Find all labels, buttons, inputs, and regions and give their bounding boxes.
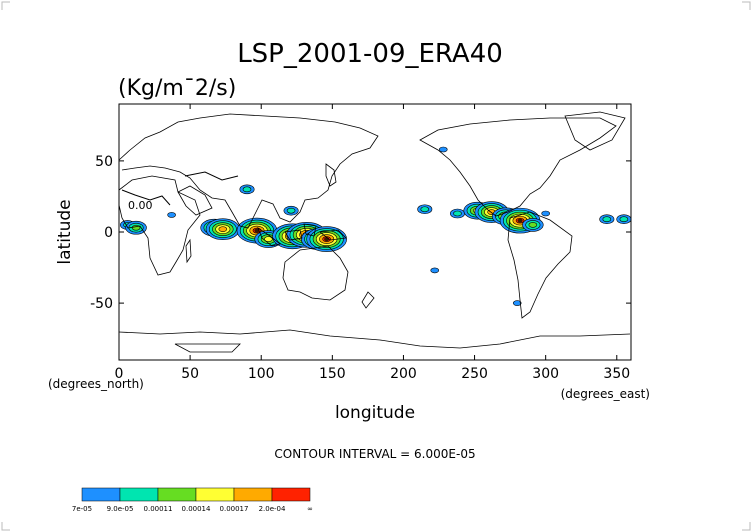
contour-line	[121, 189, 171, 206]
legend-swatch-1	[119, 487, 159, 502]
coastline-indonesia	[257, 223, 347, 247]
precip-region-20-level-2	[528, 222, 538, 228]
coastline-antarctica	[118, 329, 631, 349]
x-units-note: (degrees_east)	[561, 387, 650, 401]
plot-area: 0.00 0 50 100 150 200 250 300 350 -50 0 50	[90, 103, 632, 382]
x-tick-label-150: 150	[319, 366, 346, 382]
precip-region-8-level-1	[286, 207, 296, 214]
x-tick-label-350: 350	[603, 366, 630, 382]
coastline-eurasia	[118, 113, 379, 229]
x-axis: 0 50 100 150 200 250 300 350	[115, 104, 630, 382]
legend-swatch-3	[195, 487, 235, 502]
x-tick-label-300: 300	[532, 366, 559, 382]
x-tick-label-200: 200	[390, 366, 417, 382]
contour-lines	[121, 171, 239, 206]
plot-frame	[118, 103, 632, 361]
y-tick-label-0: 0	[104, 225, 113, 241]
inline-contour-label: 0.00	[128, 199, 153, 212]
x-axis-label: longitude	[335, 403, 415, 423]
precip-region-25-level-0	[438, 146, 448, 153]
precip-region-24-level-0	[512, 300, 522, 306]
coastline-japan	[325, 163, 337, 187]
precip-region-13-level-1	[420, 206, 430, 213]
y-tick-label-50: 50	[95, 154, 113, 170]
precip-region-23-level-1	[619, 216, 629, 222]
coastline-australia	[282, 245, 349, 301]
legend-label-2: 0.00011	[144, 505, 173, 513]
coastline-arabia	[177, 185, 213, 216]
y-axis-label: latitude	[55, 199, 75, 264]
legend-label-5: 2.0e-04	[259, 505, 286, 513]
precip-region-14-level-0	[430, 267, 440, 274]
legend-label-1: 9.0e-05	[107, 505, 134, 513]
coastlines	[118, 111, 631, 353]
legend-swatch-4	[233, 487, 273, 502]
legend-label-0: 7e-05	[72, 505, 92, 513]
coastline-south-america	[507, 211, 573, 319]
coastline-madagascar	[185, 238, 192, 264]
precip-region-15-level-1	[453, 210, 462, 217]
precip-region-7-level-3	[264, 236, 273, 242]
legend-label-4: 0.00017	[220, 505, 249, 513]
coastline-north-america	[419, 117, 617, 217]
coastline-new-zealand	[361, 291, 375, 309]
precip-core-19	[517, 218, 523, 223]
legend-swatch-0	[81, 487, 121, 502]
legend-swatch-5	[271, 487, 311, 502]
precip-regions	[120, 146, 632, 306]
y-tick-label--50: -50	[90, 296, 113, 312]
x-tick-label-50: 50	[181, 366, 199, 382]
precip-region-4-level-4	[218, 226, 228, 232]
precip-region-22-level-1	[602, 216, 612, 222]
units-label: (Kg/m¯2/s)	[118, 76, 236, 101]
legend-label-6: ∞	[307, 505, 313, 513]
legend-swatch-2	[157, 487, 197, 502]
precip-region-2-level-0	[167, 212, 176, 218]
y-units-note: (degrees_north)	[48, 377, 144, 391]
contour-line	[184, 171, 239, 181]
legend-label-3: 0.00014	[182, 505, 211, 513]
x-tick-label-250: 250	[461, 366, 488, 382]
coastline-greenland	[564, 111, 626, 151]
color-legend: 7e-05 9.0e-05 0.00011 0.00014 0.00017 2.0e-04…	[72, 487, 313, 513]
chart-title: LSP_2001-09_ERA40	[237, 39, 503, 69]
coastline-africa	[118, 175, 201, 276]
precip-region-5-level-1	[242, 186, 252, 193]
coastline-antarctic-shelf	[174, 343, 241, 353]
y-axis: -50 0 50	[90, 154, 631, 312]
x-tick-label-100: 100	[248, 366, 275, 382]
x-tick-label-0: 0	[115, 366, 124, 382]
contour-interval: CONTOUR INTERVAL = 6.000E-05	[274, 447, 475, 461]
precip-region-21-level-0	[541, 210, 550, 217]
